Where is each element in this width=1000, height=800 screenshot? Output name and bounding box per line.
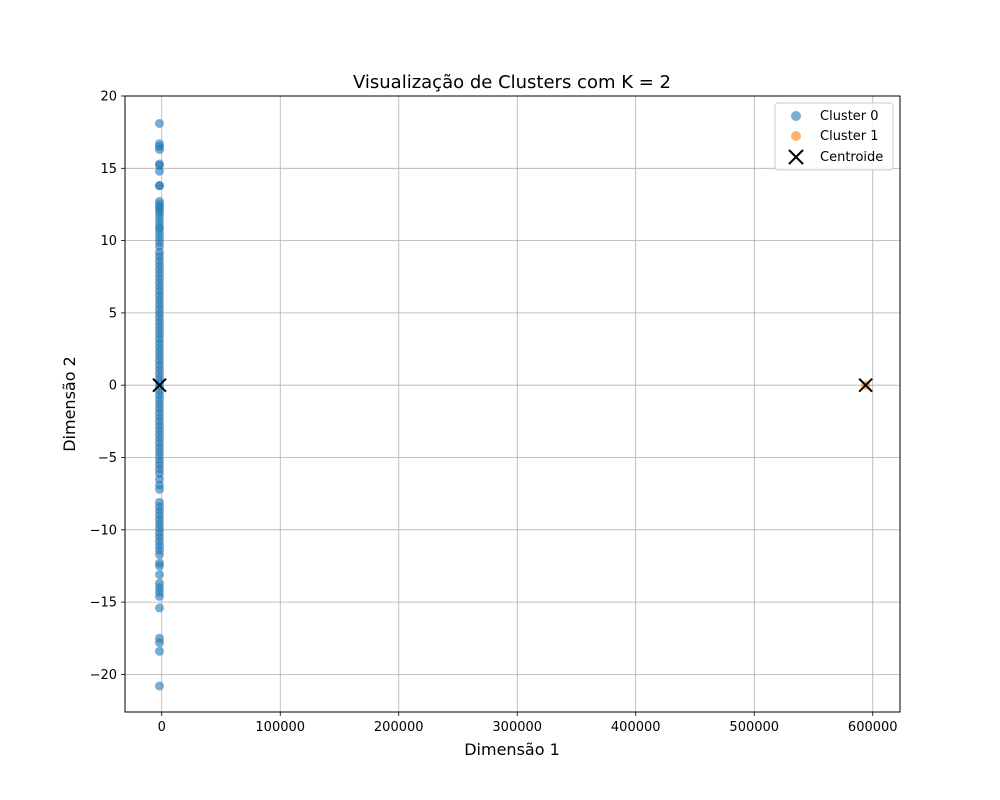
cluster-0-point [154, 681, 164, 691]
legend-marker-cluster-0 [791, 111, 801, 121]
cluster-0-point [154, 638, 164, 648]
x-tick-label: 300000 [492, 720, 542, 735]
cluster-0-point [154, 591, 164, 601]
grid-lines [125, 95, 900, 712]
legend-label-centroide: Centroide [820, 150, 883, 165]
x-tick-label: 0 [158, 720, 166, 735]
y-axis-title: Dimensão 2 [60, 356, 79, 452]
centroid-marker [858, 377, 873, 393]
legend-label-cluster-0: Cluster 0 [820, 109, 879, 124]
legend-label-cluster-1: Cluster 1 [820, 129, 879, 144]
x-tick-label: 400000 [611, 720, 661, 735]
y-tick-label: −5 [98, 451, 117, 466]
x-tick-label: 600000 [848, 720, 898, 735]
x-tick-label: 200000 [374, 720, 424, 735]
cluster-0-point [154, 166, 164, 176]
y-tick-label: −15 [90, 596, 117, 611]
y-tick-label: 15 [100, 162, 117, 177]
y-tick-label: 20 [100, 90, 117, 105]
legend-marker-cluster-1 [791, 131, 801, 141]
plot-frame [124, 95, 901, 713]
y-tick-label: 5 [109, 306, 117, 321]
legend: Cluster 0 Cluster 1 Centroide [774, 102, 894, 171]
x-tick-label: 100000 [255, 720, 305, 735]
x-axis-ticks: 0 100000 200000 300000 400000 500000 600000 [158, 712, 898, 735]
cluster-0-point [154, 561, 164, 571]
y-tick-label: 10 [100, 234, 117, 249]
x-tick-label: 500000 [729, 720, 779, 735]
y-axis-ticks: −20 −15 −10 −5 0 5 10 15 20 [90, 90, 125, 683]
cluster-0-point [154, 549, 164, 559]
x-axis-title: Dimensão 1 [464, 740, 560, 759]
cluster-0-point [154, 603, 164, 613]
cluster-0-point [154, 646, 164, 656]
data-points [154, 118, 871, 691]
y-tick-label: −10 [90, 523, 117, 538]
cluster-0-point [154, 145, 164, 155]
cluster-0-point [154, 570, 164, 580]
y-tick-label: −20 [90, 668, 117, 683]
y-tick-label: 0 [109, 379, 117, 394]
cluster-0-point [154, 484, 164, 494]
cluster-0-point [154, 118, 164, 128]
legend-marker-centroide [788, 149, 804, 165]
cluster-0-point [154, 181, 164, 191]
chart-title: Visualização de Clusters com K = 2 [353, 72, 671, 93]
centroid-marker [152, 377, 167, 393]
legend-box [774, 102, 894, 171]
centroid-markers [152, 377, 873, 393]
